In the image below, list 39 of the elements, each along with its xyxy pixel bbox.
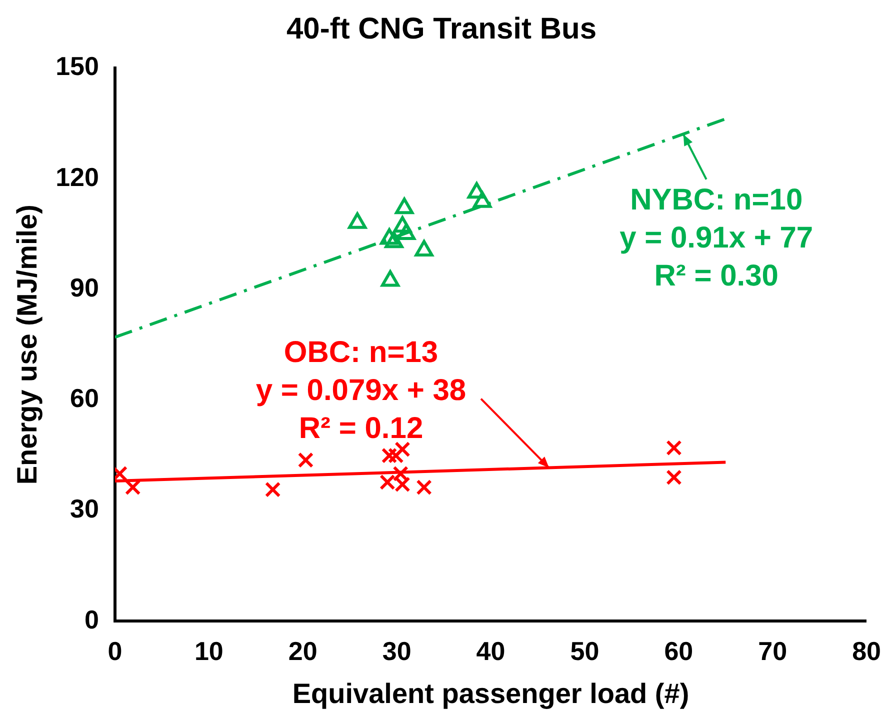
point bbox=[396, 223, 416, 240]
point bbox=[666, 470, 682, 486]
point bbox=[380, 474, 396, 490]
point bbox=[666, 440, 682, 456]
x-tick-label: 0 bbox=[108, 636, 122, 666]
y-axis-title: Energy use (MJ/mile) bbox=[12, 204, 43, 485]
point bbox=[298, 452, 314, 468]
x-tick-label: 20 bbox=[288, 636, 318, 666]
point bbox=[467, 182, 486, 199]
point bbox=[264, 482, 281, 498]
x-tick-label: 30 bbox=[382, 636, 412, 666]
point bbox=[381, 448, 398, 464]
point bbox=[384, 232, 404, 248]
y-tick-label: 0 bbox=[84, 604, 99, 634]
point bbox=[473, 191, 492, 208]
y-tick-label: 90 bbox=[70, 272, 99, 302]
point bbox=[348, 212, 367, 229]
y-tick-label: 30 bbox=[70, 494, 99, 524]
y-tick-label: 60 bbox=[70, 383, 99, 414]
x-tick-label: 10 bbox=[194, 636, 224, 666]
x-tick-label: 60 bbox=[664, 636, 694, 666]
point bbox=[388, 448, 404, 464]
x-tick-label: 40 bbox=[476, 636, 506, 666]
point bbox=[414, 240, 434, 257]
y-tick-label: 150 bbox=[56, 51, 99, 82]
point bbox=[395, 198, 414, 214]
point bbox=[380, 228, 399, 245]
point bbox=[393, 216, 412, 233]
x-tick-label: 70 bbox=[758, 636, 788, 666]
chart-title: 40-ft CNG Transit Bus bbox=[286, 12, 597, 46]
point bbox=[394, 441, 410, 458]
point bbox=[380, 270, 400, 287]
x-tick-label: 50 bbox=[570, 636, 600, 666]
annotation: NYBC: n=10 y = 0.91x + 77 R² = 0.30 bbox=[620, 184, 814, 293]
annotation: OBC: n=13 y = 0.079x + 38 R² = 0.12 bbox=[256, 336, 466, 446]
x-tick-label: 80 bbox=[852, 636, 881, 666]
y-tick-label: 120 bbox=[56, 162, 99, 192]
x-axis-title: Equivalent passenger load (#) bbox=[292, 678, 690, 709]
point bbox=[416, 479, 432, 496]
